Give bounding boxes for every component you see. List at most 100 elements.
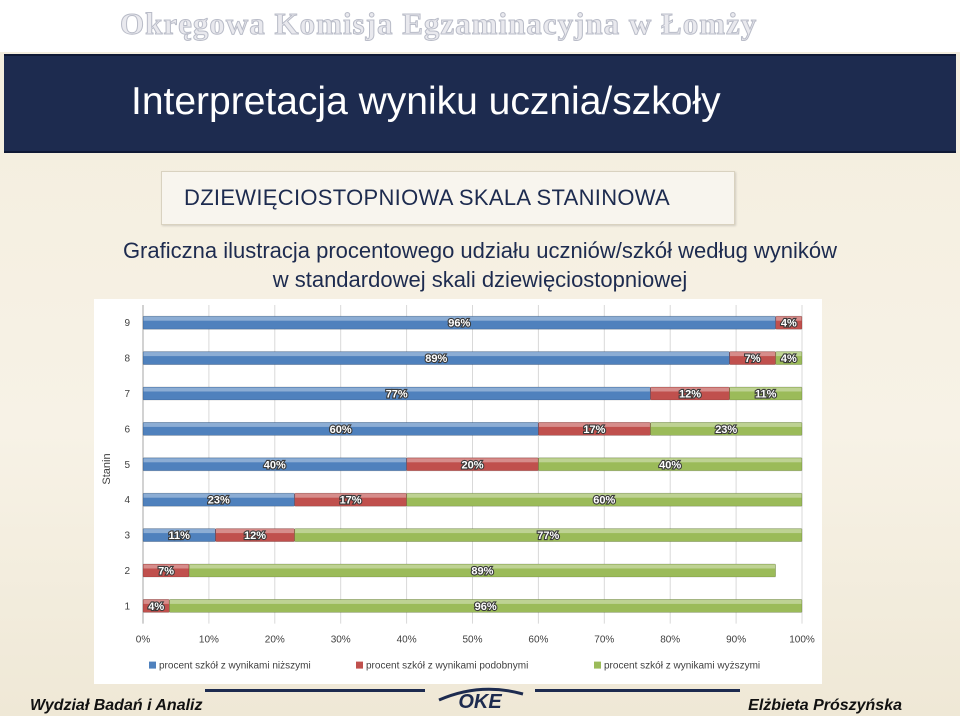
footer-author: Elżbieta Prószyńska	[748, 697, 902, 714]
bar-highlight	[143, 493, 295, 498]
y-tick-label: 6	[124, 424, 130, 435]
bar-highlight	[730, 352, 776, 357]
data-label: 96%	[475, 601, 497, 613]
footer-divider-right	[535, 689, 740, 692]
bar-highlight	[169, 599, 802, 604]
data-label: 11%	[169, 530, 191, 542]
chart-subtitle: Graficzna ilustracja procentowego udział…	[60, 236, 900, 294]
org-banner: Okręgowa Komisja Egzaminacyjna w Łomży	[0, 0, 960, 52]
bar-highlight	[143, 316, 776, 321]
x-tick-label: 0%	[136, 635, 151, 646]
title-bar	[4, 54, 956, 153]
data-label: 4%	[781, 318, 797, 330]
bar-highlight	[295, 493, 407, 498]
bar-highlight	[650, 422, 802, 427]
x-tick-label: 100%	[789, 635, 815, 646]
data-label: 40%	[264, 459, 286, 471]
data-label: 77%	[386, 389, 408, 401]
data-label: 40%	[659, 459, 681, 471]
data-label: 7%	[745, 353, 761, 365]
bar-highlight	[143, 458, 407, 463]
y-tick-label: 3	[124, 531, 130, 542]
bar-segment	[294, 528, 803, 542]
data-label: 23%	[208, 495, 230, 507]
data-label: 23%	[715, 424, 737, 436]
bar-highlight	[143, 422, 538, 427]
data-label: 89%	[471, 566, 493, 578]
x-tick-label: 10%	[199, 635, 219, 646]
org-name: Okręgowa Komisja Egzaminacyjna w Łomży	[120, 6, 758, 42]
stanine-chart: 9 96% 4% 8 89% 7% 4% 7 77% 12% 11% 6 60% 17% 23% 5 40% 20…	[94, 299, 822, 684]
bar-segment	[538, 457, 803, 472]
bar-highlight	[407, 493, 802, 498]
bar-highlight	[295, 529, 802, 534]
data-label: 17%	[583, 424, 605, 436]
bar-highlight	[730, 387, 802, 392]
bar-segment	[729, 386, 803, 401]
bar-highlight	[538, 422, 650, 427]
data-label: 4%	[148, 601, 164, 613]
bar-segment	[775, 351, 803, 365]
y-tick-label: 2	[124, 566, 130, 577]
bar-highlight	[143, 564, 189, 569]
bar-highlight	[215, 529, 295, 534]
y-tick-label: 9	[124, 318, 130, 329]
bar-highlight	[407, 458, 538, 463]
bar-highlight	[538, 458, 802, 463]
bar-segment	[775, 315, 803, 330]
chart-subtitle-line-1: Graficzna ilustracja procentowego udział…	[122, 238, 838, 263]
data-label: 12%	[679, 389, 701, 401]
page-title: Interpretacja wyniku ucznia/szkoły	[131, 80, 721, 123]
data-label: 60%	[330, 424, 352, 436]
legend-label: procent szkół z wynikami niższymi	[159, 661, 311, 672]
data-label: 4%	[781, 353, 797, 365]
legend-label: procent szkół z wynikami wyższymi	[604, 661, 760, 672]
x-tick-label: 70%	[594, 635, 614, 646]
y-tick-label: 8	[124, 354, 130, 365]
svg-text:OKE: OKE	[458, 691, 502, 712]
chart-subtitle-line-2: w standardowej skali dziewięciostopniowe…	[272, 267, 688, 292]
bar-highlight	[143, 352, 730, 357]
scale-label-box	[161, 171, 735, 225]
y-tick-label: 5	[124, 460, 130, 471]
bar-highlight	[776, 316, 802, 321]
oke-logo: OKE	[433, 684, 528, 713]
y-tick-label: 4	[124, 495, 130, 506]
x-tick-label: 80%	[660, 635, 680, 646]
bar-segment	[406, 492, 803, 507]
data-label: 96%	[448, 318, 470, 330]
x-tick-label: 90%	[726, 635, 746, 646]
bar-highlight	[776, 352, 802, 357]
data-label: 89%	[425, 353, 447, 365]
data-label: 17%	[340, 495, 362, 507]
legend-label: procent szkół z wynikami podobnymi	[366, 661, 528, 672]
bar-highlight	[143, 387, 650, 392]
data-label: 11%	[755, 389, 777, 401]
x-tick-label: 30%	[331, 635, 351, 646]
data-label: 77%	[537, 530, 559, 542]
bar-segment	[188, 563, 776, 578]
x-tick-label: 60%	[528, 635, 548, 646]
chart-svg: 9 96% 4%8 89% 7% 4%7 77% 12% 11%6 60% 17% 23%5 40% 20…	[101, 305, 815, 672]
bar-highlight	[143, 529, 215, 534]
footer-divider-left	[205, 689, 425, 692]
x-tick-label: 50%	[462, 635, 482, 646]
data-label: 60%	[593, 495, 615, 507]
legend-swatch	[594, 661, 601, 669]
bar-highlight	[143, 599, 169, 604]
bar-highlight	[189, 564, 776, 569]
x-tick-label: 40%	[397, 635, 417, 646]
data-label: 12%	[244, 530, 266, 542]
y-axis-label: Stanin	[101, 453, 113, 484]
x-tick-label: 20%	[265, 635, 285, 646]
bar-segment	[650, 422, 803, 436]
data-label: 7%	[158, 566, 174, 578]
legend-swatch	[356, 661, 363, 669]
y-tick-label: 1	[124, 601, 130, 612]
y-tick-label: 7	[124, 389, 130, 400]
scale-label: DZIEWIĘCIOSTOPNIOWA SKALA STANINOWA	[184, 185, 671, 210]
bar-segment	[169, 599, 803, 613]
legend-swatch	[149, 661, 156, 669]
data-label: 20%	[461, 459, 483, 471]
footer-department: Wydział Badań i Analiz	[30, 697, 203, 714]
